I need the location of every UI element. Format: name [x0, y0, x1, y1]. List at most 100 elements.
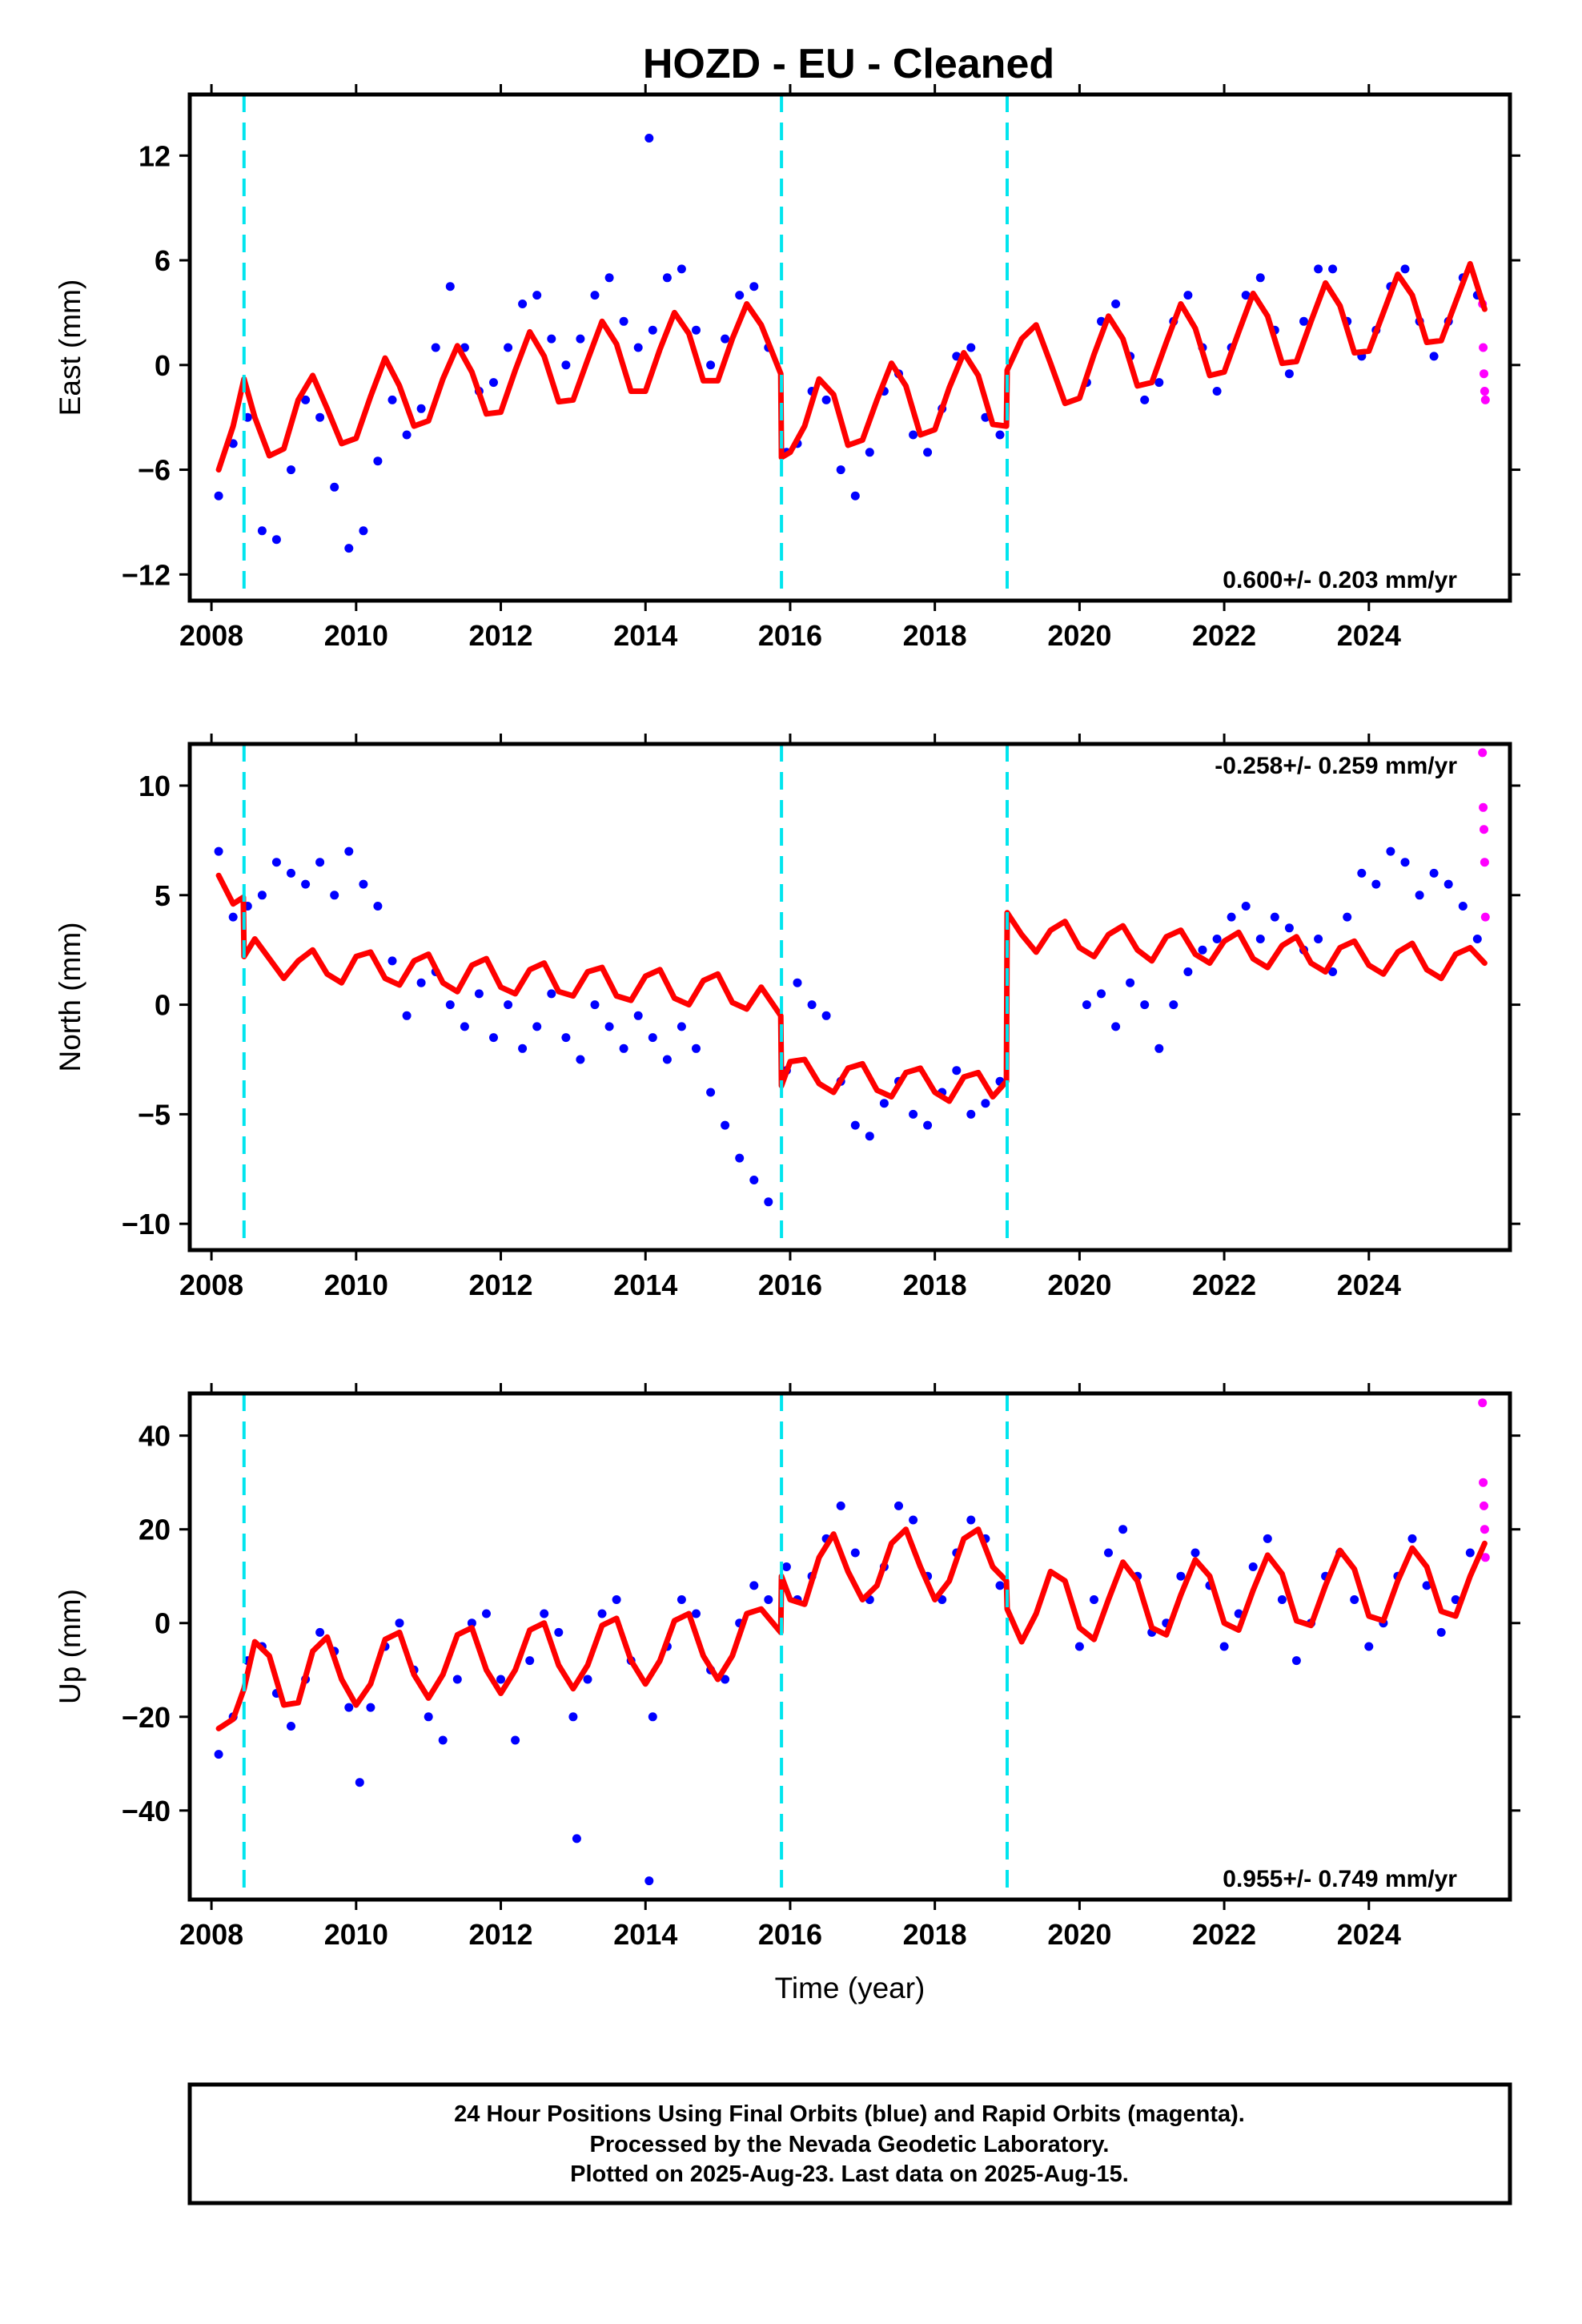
- north-data-point: [1082, 1000, 1091, 1010]
- north-data-point: [315, 858, 325, 867]
- up-data-point: [677, 1595, 686, 1604]
- east-rapid-point: [1479, 343, 1488, 352]
- north-data-point: [648, 1033, 657, 1043]
- up-data-point: [496, 1675, 505, 1684]
- north-y-tick-label: 0: [155, 989, 171, 1022]
- east-data-point: [445, 282, 455, 292]
- east-x-tick-label: 2010: [324, 619, 388, 652]
- up-data-point: [749, 1581, 759, 1590]
- up-data-point: [1350, 1595, 1359, 1604]
- north-plot-area: [214, 748, 1490, 1207]
- up-rapid-point: [1480, 1501, 1488, 1510]
- east-rapid-point: [1480, 395, 1490, 404]
- north-data-point: [460, 1022, 469, 1031]
- east-data-point: [547, 334, 556, 344]
- north-data-point: [923, 1120, 933, 1130]
- east-data-point: [387, 395, 397, 404]
- east-data-point: [1154, 378, 1164, 388]
- up-y-tick-label: 40: [139, 1420, 171, 1453]
- up-data-point: [1176, 1571, 1186, 1581]
- north-data-point: [721, 1120, 730, 1130]
- up-x-tick-label: 2018: [903, 1918, 967, 1951]
- up-data-point: [1407, 1534, 1417, 1543]
- north-data-point: [1154, 1043, 1164, 1053]
- east-data-point: [821, 395, 831, 404]
- north-rapid-point: [1478, 748, 1488, 758]
- north-data-point: [359, 879, 368, 889]
- up-series-2: [215, 1526, 1488, 1731]
- up-data-point: [452, 1675, 462, 1684]
- north-data-point: [821, 1011, 831, 1020]
- east-x-tick-label: 2012: [468, 619, 532, 652]
- north-rapid-point: [1480, 858, 1489, 867]
- up-y-axis-title: Up (mm): [54, 1589, 86, 1704]
- up-data-point: [909, 1515, 918, 1525]
- north-data-point: [1270, 912, 1279, 922]
- up-frame: [187, 1391, 1512, 1902]
- east-data-point: [504, 343, 513, 352]
- up-data-point: [597, 1609, 607, 1618]
- north-data-point: [1443, 879, 1453, 889]
- east-data-point: [532, 291, 542, 300]
- up-x-tick-label: 2016: [758, 1918, 822, 1951]
- north-x-tick-label: 2016: [758, 1269, 822, 1301]
- up-data-point: [525, 1656, 535, 1666]
- up-data-point: [850, 1548, 860, 1558]
- north-frame: [187, 742, 1512, 1252]
- north-data-point: [547, 989, 556, 999]
- north-data-point: [1284, 923, 1294, 933]
- north-data-point: [1241, 902, 1251, 911]
- chart-title: HOZD - EU - Cleaned: [643, 41, 1054, 87]
- north-data-point: [692, 1043, 701, 1053]
- north-data-point: [865, 1132, 874, 1141]
- east-data-point: [604, 273, 614, 283]
- north-data-point: [287, 868, 295, 878]
- east-data-point: [836, 465, 845, 475]
- east-data-point: [749, 282, 759, 292]
- up-data-point: [1118, 1525, 1128, 1534]
- east-data-point: [1111, 300, 1121, 308]
- east-y-tick-label: −12: [122, 558, 171, 591]
- up-x-tick-label: 2010: [324, 1918, 388, 1951]
- east-data-point: [576, 334, 585, 344]
- up-data-point: [1074, 1642, 1084, 1651]
- north-data-point: [1097, 989, 1106, 999]
- north-data-point: [706, 1088, 716, 1097]
- east-data-point: [402, 430, 412, 440]
- east-data-point: [1429, 352, 1439, 361]
- north-data-point: [764, 1197, 773, 1207]
- up-data-point: [1248, 1562, 1258, 1571]
- east-data-point: [1314, 264, 1323, 274]
- north-data-point: [1458, 902, 1468, 911]
- north-data-point: [445, 1000, 455, 1010]
- east-data-point: [330, 482, 339, 492]
- up-data-point: [511, 1735, 520, 1745]
- up-data-point: [1465, 1548, 1475, 1558]
- up-y-tick-label: 0: [155, 1607, 171, 1640]
- up-data-point: [315, 1627, 325, 1637]
- north-data-point: [561, 1033, 571, 1043]
- north-data-point: [489, 1033, 498, 1043]
- up-data-point: [1219, 1642, 1229, 1651]
- up-data-point: [467, 1618, 476, 1628]
- up-data-point: [568, 1712, 578, 1722]
- east-data-point: [923, 448, 933, 457]
- east-data-point: [706, 360, 716, 370]
- north-data-point: [662, 1055, 672, 1064]
- east-data-point: [1284, 369, 1294, 379]
- north-y-tick-label: 5: [155, 879, 171, 912]
- north-series-2: [215, 872, 1488, 1104]
- up-x-axis-title: Time (year): [775, 1972, 926, 2004]
- east-data-point: [966, 343, 976, 352]
- north-data-point: [1140, 1000, 1150, 1010]
- north-data-point: [1400, 858, 1410, 867]
- east-data-point: [416, 404, 426, 413]
- north-data-point: [677, 1022, 686, 1031]
- north-x-tick-label: 2018: [903, 1269, 967, 1301]
- up-panel: 2008 2010 2012 2014 2016 2018 2020 2022 2024 −40 −…: [54, 1383, 1520, 2004]
- east-rapid-point: [1480, 369, 1488, 379]
- north-data-point: [590, 1000, 600, 1010]
- east-data-point: [301, 395, 311, 404]
- north-data-point: [1386, 846, 1395, 856]
- east-y-tick-label: 12: [139, 139, 171, 172]
